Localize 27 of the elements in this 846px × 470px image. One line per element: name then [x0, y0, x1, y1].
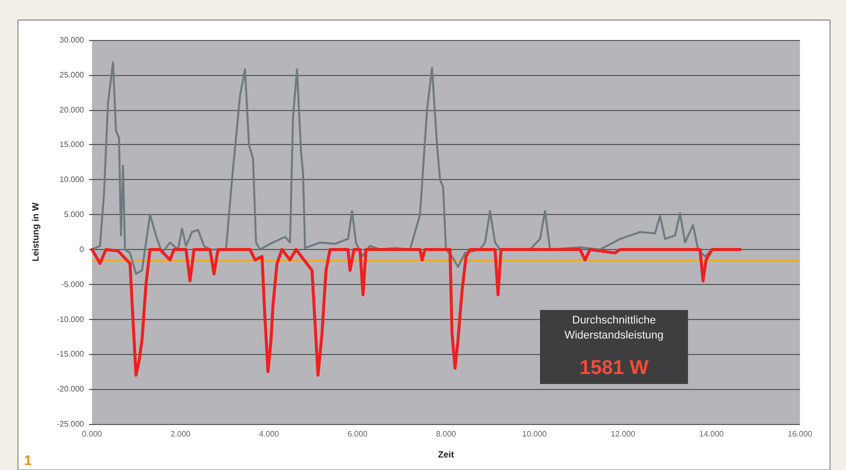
text: 1: [24, 452, 32, 468]
y-tick-label: 20.000: [60, 105, 85, 114]
line-series: [90, 248, 742, 377]
annotation: 1581 W: [580, 357, 649, 379]
y-tick-label: -10.000: [56, 314, 85, 324]
x-tick-label: 8.000: [436, 430, 457, 438]
y-tick-label: -5.000: [61, 280, 85, 289]
y-axis-title: Leistung in W: [30, 202, 40, 262]
y-tick-label: -25.000: [56, 420, 85, 428]
x-tick-label: 2.000: [170, 430, 192, 438]
x-tick-label: 6.000: [347, 430, 368, 438]
x-tick-label: 16.000: [788, 430, 813, 438]
y-tick-label: 25.000: [60, 70, 85, 80]
x-tick-label: 12.000: [610, 430, 636, 438]
x-tick-label: 14.000: [699, 430, 724, 438]
y-tick-label: -20.000: [56, 384, 85, 394]
x-tick-label: 10.000: [522, 430, 548, 438]
x-axis-title: Zeit: [438, 450, 454, 460]
x-tick-label: 4.000: [258, 430, 280, 438]
y-tick-label: 0: [80, 244, 85, 254]
x-tick-label: 0.000: [82, 430, 103, 438]
y-tick-label: 10.000: [60, 175, 85, 184]
y-tick-label: 30.000: [60, 36, 85, 44]
y-tick-label: 15.000: [60, 140, 85, 150]
y-tick-label: -15.000: [56, 350, 85, 359]
annotation: Durchschnittliche Widerstandsleistung: [564, 314, 664, 342]
y-tick-label: 5.000: [64, 210, 85, 220]
